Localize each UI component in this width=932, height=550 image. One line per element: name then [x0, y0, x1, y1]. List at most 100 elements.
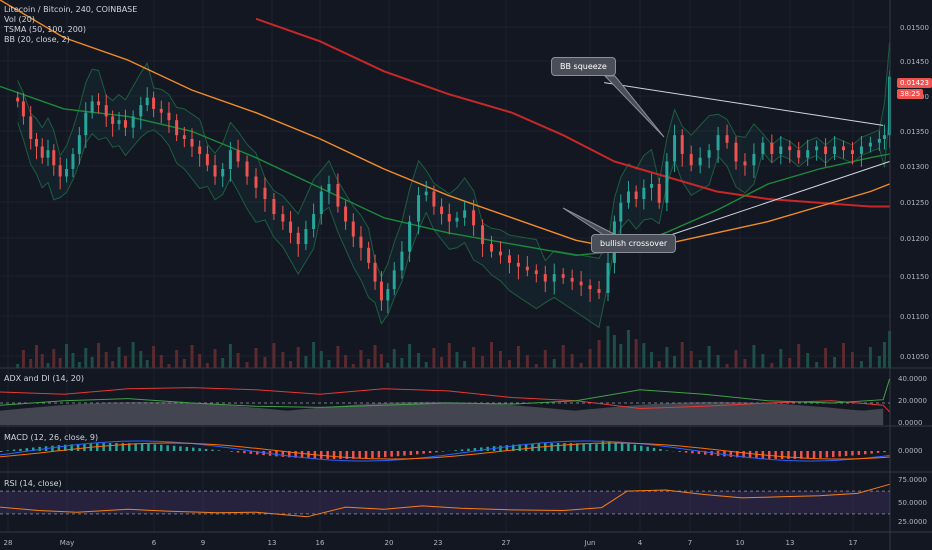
volume-bar	[534, 364, 538, 368]
candle-body	[761, 142, 765, 154]
macd-histogram-bar	[454, 450, 457, 451]
volume-bar	[543, 350, 547, 368]
macd-line	[0, 440, 890, 462]
candle-body	[665, 161, 669, 203]
candle-body	[752, 153, 756, 166]
macd-histogram-bar	[601, 440, 605, 451]
candle-body	[139, 105, 143, 117]
volume-bars	[16, 326, 892, 368]
volume-bar	[392, 349, 396, 368]
volume-bar	[52, 349, 56, 368]
moving-averages	[0, 0, 890, 257]
candle-body	[40, 146, 44, 158]
volume-bar	[463, 361, 467, 368]
macd-histogram-bar	[883, 451, 886, 453]
time-tick-label: May	[60, 539, 74, 547]
bb-label: BB (20, close, 2)	[4, 35, 70, 44]
candle-body	[534, 270, 538, 275]
volume-bar	[139, 351, 143, 368]
volume-bar	[131, 342, 135, 368]
volume-bar	[221, 358, 225, 368]
candle-body	[552, 274, 556, 282]
volume-bar	[626, 330, 630, 368]
macd-histogram-bar	[307, 451, 310, 459]
volume-bar	[698, 360, 702, 368]
volume-bar	[516, 346, 520, 368]
rsi-line	[0, 483, 890, 518]
volume-bar	[379, 354, 383, 368]
macd-histogram-bar	[499, 445, 502, 451]
volume-bar	[588, 349, 592, 368]
candle-body	[52, 150, 56, 166]
candle-body	[680, 135, 684, 154]
macd-histogram-bar	[83, 443, 86, 451]
candle-body	[432, 191, 436, 207]
volume-bar	[707, 346, 711, 368]
candle-body	[472, 210, 476, 226]
annotation-bullish-crossover[interactable]: bullish crossover	[591, 234, 677, 253]
candle-body	[117, 120, 121, 124]
candle-body	[21, 101, 25, 117]
volume-bar	[167, 364, 171, 368]
rsi-pane-label: RSI (14, close)	[4, 479, 62, 488]
volume-bar	[236, 353, 240, 368]
candle-body	[304, 229, 308, 245]
volume-bar	[440, 357, 444, 368]
candle-body	[351, 221, 355, 237]
candle-body	[490, 244, 494, 252]
price-tick-label: 0.01350	[900, 128, 929, 136]
macd-histogram-bar	[19, 448, 22, 451]
candle-body	[833, 146, 837, 154]
candle-body	[392, 270, 396, 290]
candle-body	[152, 97, 156, 109]
volume-bar	[182, 359, 186, 368]
candle-body	[507, 255, 511, 263]
volume-bar	[806, 353, 810, 368]
macd-histogram-bar	[844, 451, 848, 457]
volume-bar	[111, 361, 115, 368]
volume-bar	[842, 343, 846, 368]
candle-body	[245, 161, 249, 177]
macd-histogram-bar	[556, 443, 560, 451]
volume-bar	[65, 344, 69, 368]
macd-histogram-bar	[870, 451, 873, 454]
volume-bar	[657, 361, 661, 368]
volume-bar	[850, 352, 854, 368]
macd-histogram-bar	[736, 451, 739, 458]
macd-histogram-bar	[550, 443, 553, 451]
chart-legend: Litecoin / Bitcoin, 240, COINBASE Vol (2…	[4, 5, 137, 45]
macd-signal-line	[0, 442, 890, 460]
time-tick-label: 6	[152, 539, 157, 547]
candle-body	[16, 97, 20, 102]
volume-bar	[507, 360, 511, 368]
macd-histogram-bar	[780, 451, 784, 459]
macd-histogram-bar	[608, 441, 611, 451]
volume-bar	[424, 362, 428, 368]
macd-histogram-bar	[352, 451, 355, 459]
volume-bar	[77, 362, 81, 368]
volume-bar	[824, 348, 828, 368]
macd-histogram-bar	[652, 447, 656, 451]
volume-bar	[281, 352, 285, 368]
volume-bar	[570, 354, 574, 368]
macd-histogram-bar	[12, 449, 16, 451]
annotation-bb-squeeze[interactable]: BB squeeze	[551, 57, 616, 76]
candle-body	[734, 142, 738, 162]
time-tick-label: 9	[201, 539, 205, 547]
candle-body	[71, 153, 75, 169]
volume-bar	[779, 349, 783, 368]
macd-histogram-bar	[665, 450, 669, 451]
volume-bar	[417, 353, 421, 368]
adx-histogram	[0, 401, 884, 425]
candle-body	[417, 195, 421, 222]
macd-histogram-bar	[569, 443, 573, 451]
price-tick-label: 0.01200	[900, 235, 929, 243]
volume-bar	[312, 342, 316, 368]
macd-histogram-bar	[416, 451, 419, 455]
macd-histogram-bar	[422, 451, 425, 454]
macd-histogram-bar	[339, 451, 342, 459]
macd-histogram-bar	[211, 449, 214, 451]
candle-body	[254, 176, 258, 188]
candle-body	[882, 135, 886, 139]
